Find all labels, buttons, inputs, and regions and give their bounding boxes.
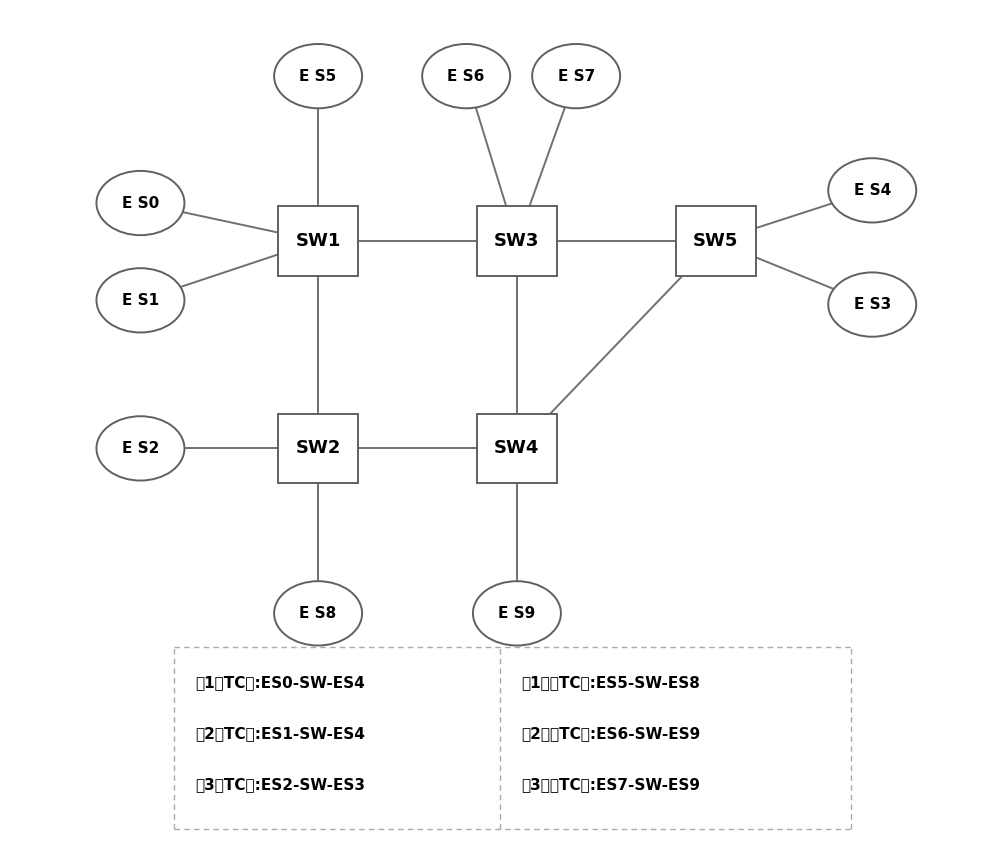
Text: E S5: E S5 bbox=[299, 69, 337, 84]
Text: SW1: SW1 bbox=[295, 232, 341, 250]
Text: 第1个非TC流:ES5-SW-ES8: 第1个非TC流:ES5-SW-ES8 bbox=[521, 675, 700, 690]
FancyBboxPatch shape bbox=[174, 647, 851, 829]
Text: E S0: E S0 bbox=[122, 195, 159, 211]
Text: E S6: E S6 bbox=[447, 69, 485, 84]
FancyBboxPatch shape bbox=[676, 206, 756, 276]
Text: E S2: E S2 bbox=[122, 441, 159, 456]
Ellipse shape bbox=[274, 44, 362, 108]
Text: 第3个TC流:ES2-SW-ES3: 第3个TC流:ES2-SW-ES3 bbox=[195, 777, 365, 792]
Ellipse shape bbox=[96, 171, 184, 235]
Text: SW4: SW4 bbox=[494, 439, 540, 458]
Ellipse shape bbox=[96, 416, 184, 481]
Text: E S4: E S4 bbox=[854, 183, 891, 198]
Ellipse shape bbox=[828, 272, 916, 337]
Ellipse shape bbox=[532, 44, 620, 108]
FancyBboxPatch shape bbox=[278, 206, 358, 276]
Text: SW2: SW2 bbox=[295, 439, 341, 458]
Text: E S1: E S1 bbox=[122, 293, 159, 308]
Ellipse shape bbox=[473, 581, 561, 645]
Text: 第1个TC流:ES0-SW-ES4: 第1个TC流:ES0-SW-ES4 bbox=[195, 675, 365, 690]
Ellipse shape bbox=[828, 158, 916, 222]
Text: E S9: E S9 bbox=[498, 606, 536, 621]
FancyBboxPatch shape bbox=[477, 206, 557, 276]
Text: 第3个非TC流:ES7-SW-ES9: 第3个非TC流:ES7-SW-ES9 bbox=[521, 777, 700, 792]
Text: SW3: SW3 bbox=[494, 232, 540, 250]
Text: 第2个TC流:ES1-SW-ES4: 第2个TC流:ES1-SW-ES4 bbox=[195, 726, 365, 741]
Ellipse shape bbox=[96, 268, 184, 332]
FancyBboxPatch shape bbox=[278, 414, 358, 483]
FancyBboxPatch shape bbox=[477, 414, 557, 483]
Text: E S3: E S3 bbox=[854, 297, 891, 312]
Ellipse shape bbox=[274, 581, 362, 645]
Ellipse shape bbox=[422, 44, 510, 108]
Text: E S7: E S7 bbox=[558, 69, 595, 84]
Text: 第2个非TC流:ES6-SW-ES9: 第2个非TC流:ES6-SW-ES9 bbox=[521, 726, 700, 741]
Text: SW5: SW5 bbox=[693, 232, 738, 250]
Text: E S8: E S8 bbox=[299, 606, 337, 621]
